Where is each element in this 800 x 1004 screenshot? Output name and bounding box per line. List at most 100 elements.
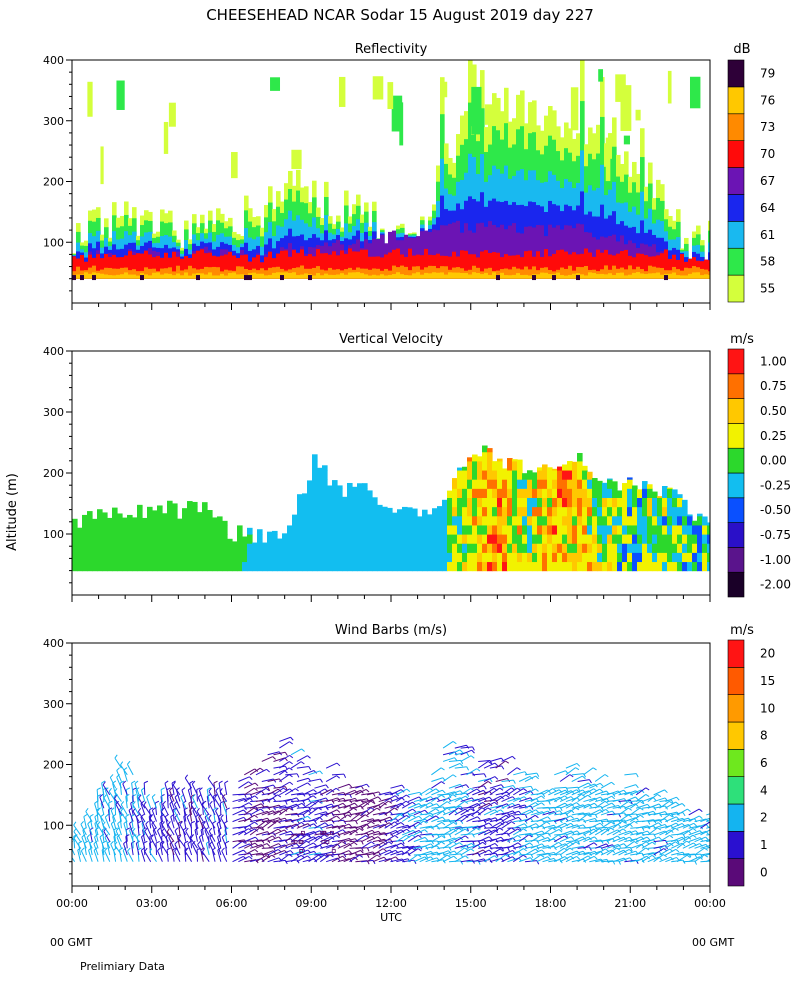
reflectivity-cell xyxy=(140,275,144,280)
velocity-cell xyxy=(642,552,648,562)
velocity-cell xyxy=(607,516,613,526)
velocity-cell xyxy=(212,534,218,544)
velocity-cell xyxy=(437,516,443,526)
wind-barb-flag xyxy=(536,810,539,813)
velocity-cell xyxy=(592,561,598,571)
reflectivity-cell xyxy=(584,275,589,278)
wind-barb-flag xyxy=(558,835,561,837)
colorbar-label: 64 xyxy=(760,201,775,215)
velocity-cell xyxy=(532,472,538,479)
velocity-cell xyxy=(437,506,443,507)
velocity-cell xyxy=(362,525,368,535)
y-tick-label: 100 xyxy=(43,236,64,249)
velocity-cell xyxy=(242,552,248,562)
velocity-cell xyxy=(367,525,373,535)
reflectivity-cell xyxy=(108,275,113,279)
wind-barb-flag xyxy=(512,756,515,759)
y-tick-label: 400 xyxy=(43,345,64,358)
velocity-cell xyxy=(497,459,503,462)
reflectivity-cell xyxy=(672,273,677,279)
velocity-cell xyxy=(202,561,208,571)
velocity-cell xyxy=(337,552,343,562)
wind-barb-flag xyxy=(665,790,668,793)
wind-barb-flag xyxy=(289,742,292,744)
wind-barb-flag xyxy=(273,757,276,760)
colorbar-label: 79 xyxy=(760,66,775,80)
velocity-cell xyxy=(422,552,428,562)
wind-barb-flag xyxy=(466,785,468,788)
reflectivity-cell xyxy=(212,275,217,278)
wind-barb-flag xyxy=(377,808,380,810)
wind-barb-flag xyxy=(313,843,316,846)
reflectivity-cell xyxy=(160,275,165,279)
colorbar-swatch xyxy=(728,374,744,399)
velocity-cell xyxy=(372,497,378,498)
velocity-cell xyxy=(322,534,328,544)
velocity-cell xyxy=(287,552,293,562)
velocity-cell xyxy=(337,534,343,544)
velocity-cell xyxy=(187,534,193,544)
reflectivity-cell xyxy=(442,82,447,97)
reflectivity-cell xyxy=(332,275,337,279)
velocity-cell xyxy=(107,543,113,553)
velocity-cell xyxy=(547,467,553,470)
velocity-cell xyxy=(487,470,493,480)
velocity-cell xyxy=(602,483,608,489)
reflectivity-cell xyxy=(384,275,389,278)
wind-barb xyxy=(105,837,110,848)
velocity-cell xyxy=(282,533,288,534)
velocity-cell xyxy=(192,525,198,535)
reflectivity-cell xyxy=(240,274,245,278)
velocity-cell xyxy=(507,488,513,498)
velocity-cell xyxy=(117,525,123,535)
velocity-cell xyxy=(222,561,228,571)
velocity-cell xyxy=(167,507,173,517)
velocity-cell xyxy=(642,525,648,535)
wind-barb-flag xyxy=(505,761,508,763)
velocity-cell xyxy=(437,534,443,544)
velocity-cell xyxy=(647,497,653,507)
velocity-cell xyxy=(622,488,628,498)
velocity-cell xyxy=(292,561,298,571)
wind-barb-flag xyxy=(489,797,492,800)
velocity-cell xyxy=(517,516,523,526)
velocity-cell xyxy=(452,507,458,517)
velocity-cell xyxy=(102,534,108,544)
wind-barb-flag xyxy=(325,823,328,826)
velocity-cell xyxy=(132,517,138,525)
wind-barb-flag xyxy=(500,828,503,830)
velocity-cell xyxy=(587,497,593,507)
wind-barb-flag xyxy=(167,829,169,832)
velocity-cell xyxy=(362,534,368,544)
velocity-cell xyxy=(497,561,503,571)
velocity-cell xyxy=(197,534,203,544)
velocity-cell xyxy=(537,467,543,470)
reflectivity-cell xyxy=(288,273,293,279)
wind-barb-flag xyxy=(81,848,84,851)
velocity-cell xyxy=(522,525,528,535)
velocity-cell xyxy=(432,516,438,526)
wind-barb xyxy=(490,758,502,761)
velocity-cell xyxy=(332,507,338,517)
reflectivity-cell xyxy=(248,275,252,280)
velocity-cell xyxy=(612,507,618,517)
velocity-cell xyxy=(577,497,583,507)
velocity-cell xyxy=(372,543,378,553)
velocity-cell xyxy=(677,494,683,498)
velocity-cell xyxy=(457,479,463,489)
wind-barb-flag xyxy=(623,829,626,831)
wind-barb xyxy=(560,775,570,782)
reflectivity-cell xyxy=(224,276,229,279)
wind-barb xyxy=(455,767,467,768)
velocity-cell xyxy=(537,516,543,526)
velocity-cell xyxy=(627,516,633,526)
velocity-cell xyxy=(112,543,118,553)
velocity-cell xyxy=(582,488,588,498)
reflectivity-cell xyxy=(488,275,493,279)
wind-barb-flag xyxy=(618,824,621,827)
wind-barb-flag xyxy=(377,855,380,857)
velocity-cell xyxy=(642,543,648,553)
wind-barb-flag xyxy=(442,822,445,825)
wind-barb-flag xyxy=(472,750,475,753)
velocity-cell xyxy=(512,470,518,480)
